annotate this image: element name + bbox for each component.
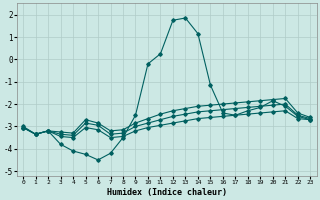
X-axis label: Humidex (Indice chaleur): Humidex (Indice chaleur) bbox=[107, 188, 227, 197]
